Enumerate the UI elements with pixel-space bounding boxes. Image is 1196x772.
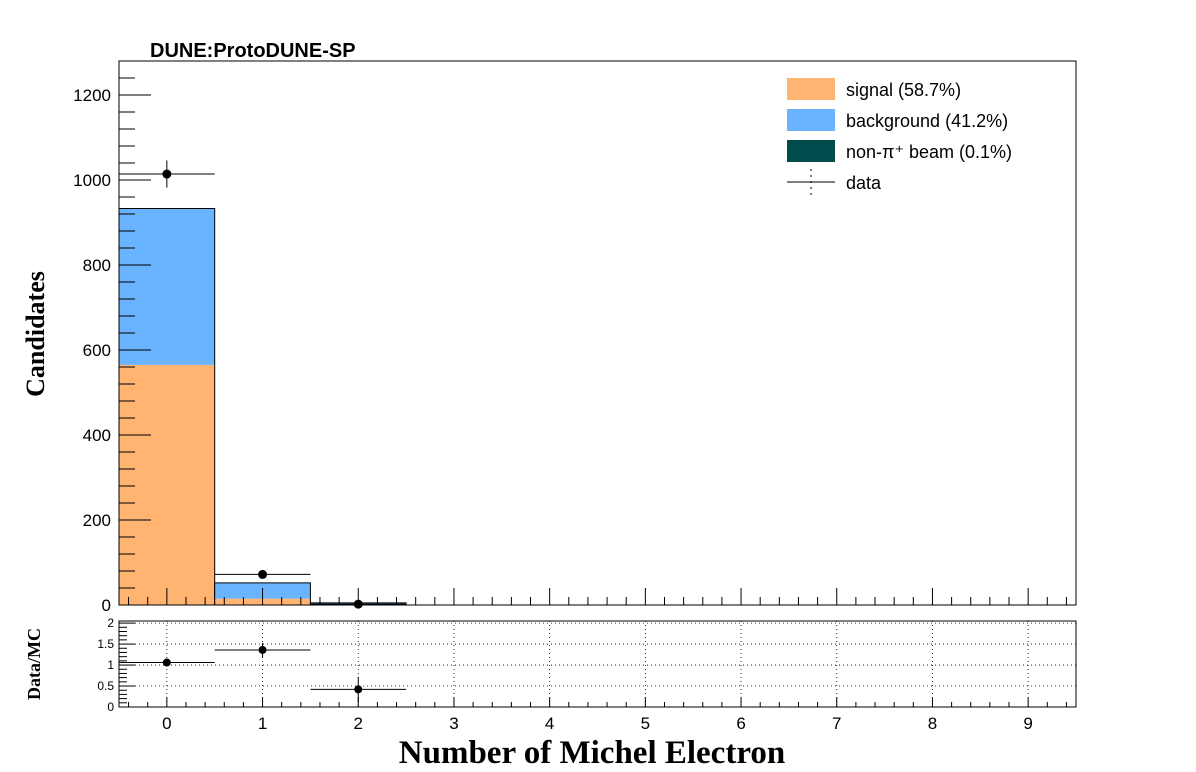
x-tick-label: 3 (449, 714, 458, 733)
y-tick-label: 400 (83, 426, 111, 445)
legend: signal (58.7%) background (41.2%) non-π⁺ b… (787, 78, 1012, 195)
x-axis-ticks (128, 588, 1067, 605)
ratio-y-tick-label: 2 (107, 616, 114, 630)
ratio-plot-frame (118, 620, 1077, 708)
x-tick-label: 7 (832, 714, 841, 733)
legend-label: non-π⁺ beam (0.1%) (846, 142, 1012, 162)
x-tick-label: 9 (1023, 714, 1032, 733)
ratio-point (258, 645, 267, 654)
ratio-y-axis-label: Data/MC (24, 628, 44, 700)
y-tick-label: 1200 (73, 86, 111, 105)
x-tick-label: 8 (928, 714, 937, 733)
ratio-point (354, 685, 363, 694)
main-plot-panel: 0 200 400 600 800 1000 1200 Candidates (21, 60, 1077, 615)
legend-label: background (41.2%) (846, 111, 1008, 131)
stacked-bars (118, 207, 407, 605)
bar-outline (214, 582, 311, 605)
x-tick-label: 4 (545, 714, 554, 733)
y-tick-label: 0 (102, 596, 111, 615)
legend-swatch (787, 140, 835, 162)
ratio-points (119, 642, 407, 702)
legend-swatch (787, 78, 835, 100)
ratio-grid (119, 621, 1076, 707)
x-tick-label: 6 (736, 714, 745, 733)
data-point (162, 169, 172, 179)
bar-segment (119, 208, 215, 365)
ratio-point (162, 658, 171, 667)
y-tick-label: 200 (83, 511, 111, 530)
ratio-y-tick-label: 0 (107, 700, 114, 714)
y-tick-label: 800 (83, 256, 111, 275)
ratio-y-axis: 0 0.5 1 1.5 2 (97, 616, 135, 714)
data-point (353, 599, 363, 609)
y-tick-label: 600 (83, 341, 111, 360)
ratio-y-tick-label: 0.5 (97, 679, 114, 693)
x-axis-label: Number of Michel Electron (399, 735, 785, 771)
bar-segment (119, 364, 215, 605)
data-point (258, 569, 268, 579)
y-tick-label: 1000 (73, 171, 111, 190)
ratio-y-tick-label: 1.5 (97, 637, 114, 651)
legend-label: signal (58.7%) (846, 80, 961, 100)
legend-label: data (846, 173, 882, 193)
x-tick-label: 5 (641, 714, 650, 733)
ratio-x-axis: 0 1 2 3 4 5 6 7 8 9 (128, 697, 1067, 733)
main-plot-frame (118, 60, 1077, 606)
legend-swatch (787, 109, 835, 131)
x-tick-label: 0 (162, 714, 171, 733)
x-tick-label: 2 (354, 714, 363, 733)
x-tick-label: 1 (258, 714, 267, 733)
ratio-y-tick-label: 1 (107, 658, 114, 672)
data-points (119, 160, 407, 609)
chart-title: DUNE:ProtoDUNE-SP (150, 40, 356, 62)
y-axis-label: Candidates (21, 271, 50, 397)
ratio-plot-panel: 0 0.5 1 1.5 2 0 1 2 3 4 5 6 7 8 9 Data/MC Number of M… (24, 616, 1077, 771)
